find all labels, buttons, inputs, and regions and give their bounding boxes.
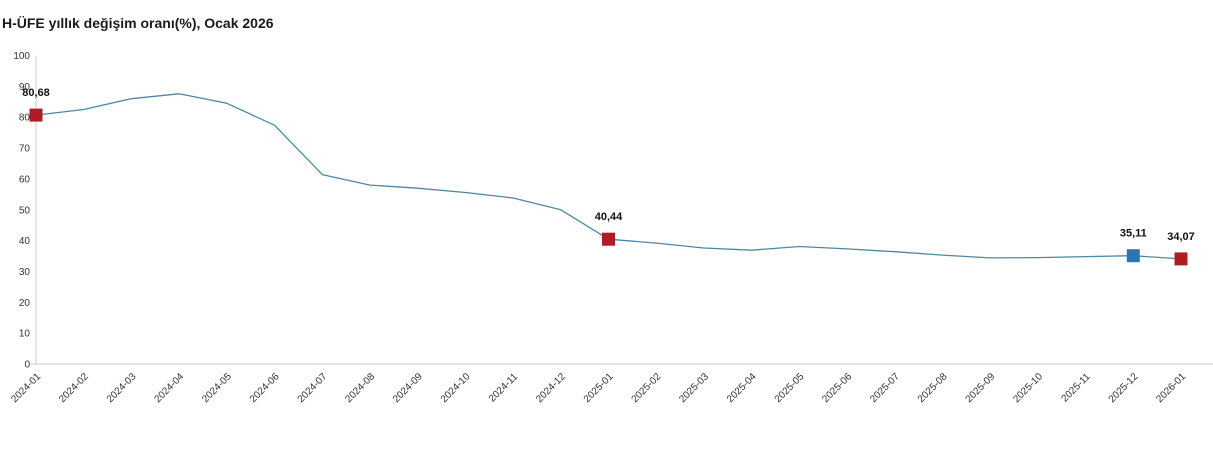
x-tick-label: 2025-06 (820, 371, 854, 405)
x-tick-label: 2026-01 (1154, 371, 1188, 405)
x-tick-label: 2025-03 (677, 371, 711, 405)
x-tick-label: 2024-03 (105, 371, 139, 405)
x-tick-label: 2024-12 (534, 371, 568, 405)
x-tick-label: 2024-08 (343, 371, 377, 405)
y-tick-label: 100 (13, 51, 30, 62)
data-point-label: 80,68 (22, 87, 50, 99)
data-point-label: 35,11 (1120, 228, 1147, 240)
y-tick-label: 10 (19, 329, 31, 340)
x-tick-label: 2025-12 (1107, 371, 1141, 405)
x-tick-label: 2024-02 (57, 371, 91, 405)
data-point-label: 34,07 (1167, 231, 1195, 243)
data-point-marker[interactable] (1126, 249, 1140, 263)
x-tick-label: 2025-05 (773, 371, 807, 405)
x-tick-label: 2025-08 (916, 371, 950, 405)
x-tick-label: 2025-11 (1060, 371, 1094, 405)
chart-title: H-ÜFE yıllık değişim oranı(%), Ocak 2026 (2, 15, 274, 31)
x-tick-label: 2025-10 (1011, 371, 1045, 405)
y-tick-label: 60 (19, 174, 31, 185)
x-tick-label: 2025-04 (725, 371, 759, 405)
x-tick-label: 2025-01 (582, 371, 616, 405)
y-tick-label: 0 (24, 360, 30, 371)
x-tick-label: 2024-01 (9, 371, 43, 405)
y-tick-label: 40 (19, 236, 31, 247)
y-tick-label: 50 (19, 205, 31, 216)
x-tick-label: 2024-05 (200, 371, 234, 405)
x-tick-label: 2024-06 (248, 371, 282, 405)
x-tick-label: 2024-04 (152, 371, 186, 405)
y-tick-label: 20 (19, 298, 31, 309)
x-tick-label: 2024-11 (487, 371, 521, 405)
data-point-label: 40,44 (595, 211, 623, 223)
x-tick-label: 2025-09 (964, 371, 998, 405)
y-tick-label: 30 (19, 267, 31, 278)
y-tick-label: 80 (19, 113, 31, 124)
y-tick-label: 70 (19, 144, 31, 155)
x-tick-label: 2024-10 (439, 371, 473, 405)
x-tick-label: 2024-07 (296, 371, 330, 405)
x-tick-label: 2024-09 (391, 371, 425, 405)
data-point-marker[interactable] (602, 232, 615, 246)
y-tick-label: 90 (19, 82, 31, 93)
x-tick-label: 2025-07 (868, 371, 902, 405)
x-tick-label: 2025-02 (630, 371, 664, 405)
data-point-marker[interactable] (29, 108, 43, 122)
data-point-marker[interactable] (1174, 252, 1188, 266)
